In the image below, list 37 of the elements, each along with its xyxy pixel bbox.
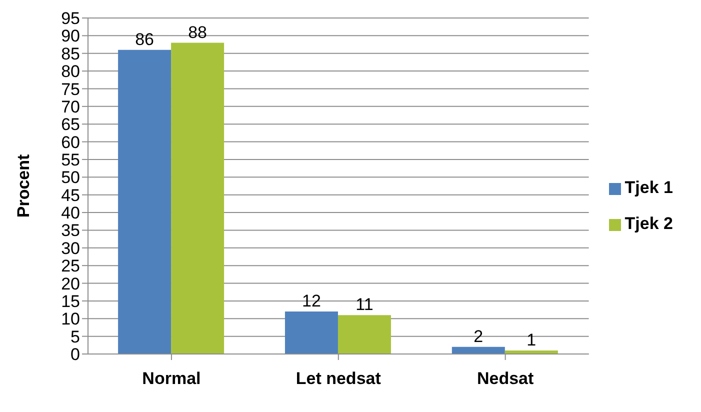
- y-tick-label: 70: [61, 97, 80, 116]
- y-axis-title: Procent: [14, 154, 34, 218]
- data-label: 86: [135, 30, 154, 49]
- legend-label: Tjek 1: [624, 178, 673, 197]
- data-label: 11: [356, 295, 374, 314]
- y-tick-label: 35: [61, 221, 80, 240]
- bar: [284, 312, 338, 354]
- legend-label: Tjek 2: [624, 214, 673, 233]
- y-tick-label: 60: [61, 132, 80, 152]
- y-tick-label: 65: [61, 115, 80, 134]
- bar: [338, 315, 391, 354]
- y-tick-label: 80: [61, 62, 80, 82]
- y-tick-label: 40: [61, 204, 80, 223]
- bar: [118, 50, 172, 354]
- y-tick-label: 50: [61, 168, 80, 188]
- x-tick-label: Let nedsat: [296, 369, 382, 388]
- y-tick-label: 0: [70, 345, 80, 364]
- y-tick-label: 45: [61, 186, 80, 205]
- y-tick-label: 25: [61, 256, 80, 276]
- data-label: 1: [526, 330, 536, 350]
- bar: [452, 346, 505, 354]
- y-tick-label: 5: [70, 327, 80, 346]
- data-label: 2: [474, 326, 484, 346]
- y-tick-label: 30: [61, 238, 80, 258]
- y-tick-label: 10: [61, 310, 80, 329]
- y-tick-label: 90: [61, 26, 80, 46]
- x-tick-label: Nedsat: [476, 369, 534, 388]
- y-tick-label: 20: [61, 274, 80, 294]
- data-label: 88: [188, 22, 208, 42]
- y-tick-label: 95: [61, 9, 80, 28]
- data-label: 12: [302, 292, 321, 311]
- y-tick-label: 75: [61, 80, 80, 99]
- bar: [171, 42, 224, 354]
- y-tick-label: 15: [61, 292, 80, 311]
- x-tick-label: Normal: [142, 369, 201, 388]
- y-tick-label: 55: [61, 150, 80, 170]
- y-tick-label: 85: [61, 44, 80, 64]
